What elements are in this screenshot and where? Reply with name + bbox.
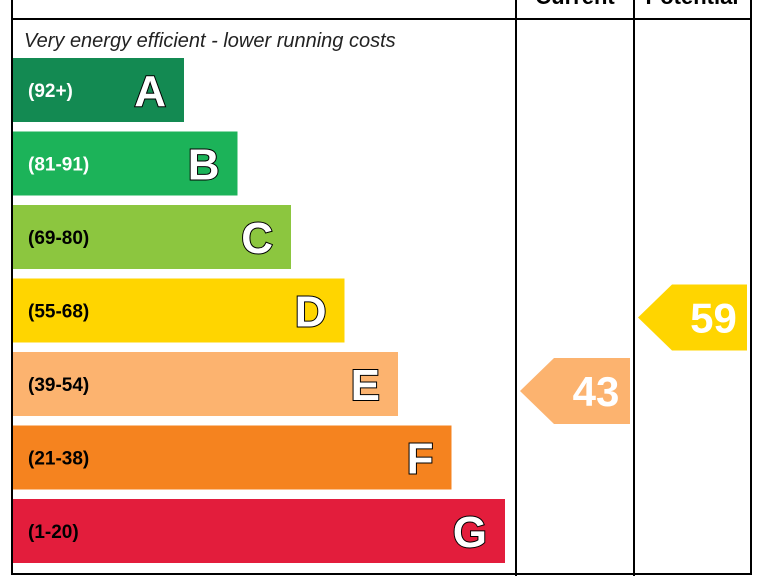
potential-rating-arrow-shape (638, 284, 747, 351)
band-bar-f (13, 425, 452, 490)
potential-rating-arrow-value: 59 (690, 295, 737, 342)
current-rating-arrow: 43 (520, 358, 630, 424)
efficiency-note: Very energy efficient - lower running co… (24, 30, 396, 52)
band-range-d: (55-68) (28, 302, 89, 323)
band-bar-b (13, 131, 238, 196)
band-letter-g: G (453, 508, 487, 557)
band-letter-b: B (188, 141, 220, 190)
band-f: (21-38) F (13, 425, 452, 490)
outer-border (11, 0, 752, 575)
band-d: (55-68) D (13, 278, 345, 343)
chart-frame (11, 0, 752, 576)
band-bar-g (13, 499, 505, 563)
current-rating-arrow-value: 43 (573, 368, 620, 415)
band-g: (1-20) G (13, 499, 505, 563)
band-c: (69-80) C (13, 205, 291, 269)
band-bar-d (13, 278, 345, 343)
band-letter-d: D (295, 288, 327, 337)
current-column-header: Current (535, 0, 615, 9)
band-letter-a: A (134, 67, 166, 116)
band-range-a: (92+) (28, 81, 73, 102)
band-range-g: (1-20) (28, 522, 79, 543)
band-range-f: (21-38) (28, 449, 89, 470)
band-bar-e (13, 352, 398, 416)
band-range-e: (39-54) (28, 375, 89, 396)
band-letter-c: C (241, 214, 273, 263)
band-letter-e: E (351, 361, 380, 410)
potential-rating-arrow: 59 (638, 284, 747, 351)
band-letter-f: F (407, 435, 434, 484)
potential-column-header: Potential (646, 0, 739, 9)
band-b: (81-91) B (13, 131, 238, 196)
band-e: (39-54) E (13, 352, 398, 416)
current-rating-arrow-shape (520, 358, 630, 424)
band-bar-c (13, 205, 291, 269)
rating-bands: (92+) A (81-91) B (69-80) C (55-68) D (39-54) E (2… (13, 58, 505, 563)
band-a: (92+) A (13, 58, 184, 122)
rating-arrows: 43 59 (520, 284, 747, 424)
band-bar-a (13, 58, 184, 122)
band-range-c: (69-80) (28, 228, 89, 249)
band-range-b: (81-91) (28, 155, 89, 176)
